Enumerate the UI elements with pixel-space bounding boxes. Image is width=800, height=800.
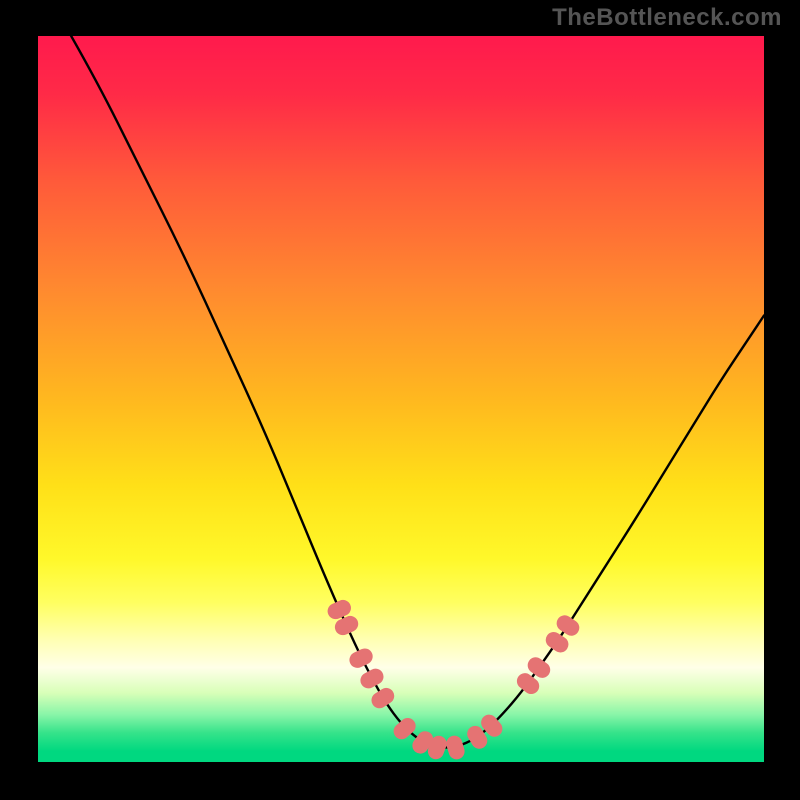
watermark-text: TheBottleneck.com xyxy=(552,4,782,32)
gradient-background xyxy=(38,36,764,762)
chart-svg xyxy=(38,36,764,762)
chart-plot-area xyxy=(38,36,764,762)
